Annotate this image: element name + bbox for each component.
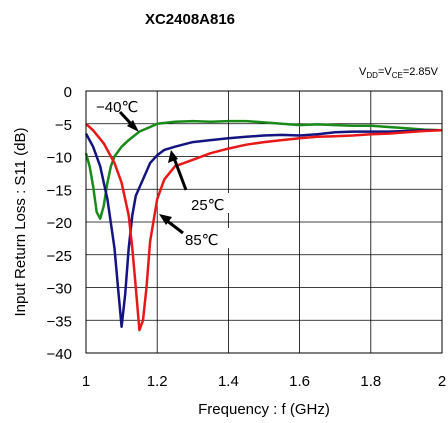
arrowhead-25 xyxy=(168,150,178,163)
x-tick-label: 1.2 xyxy=(147,373,168,390)
y-tick-label: −30 xyxy=(47,281,72,298)
arrow-85 xyxy=(165,218,184,235)
y-tick-label: −10 xyxy=(47,150,72,167)
y-tick-labels: 0 −5 −10 −15 −20 −25 −30 −35 −40 xyxy=(47,84,72,363)
arrowhead-minus40 xyxy=(127,120,139,132)
y-axis-label: Input Return Loss : S11 (dB) xyxy=(12,128,29,317)
condition-label: VDD=VCE=2.85V xyxy=(359,66,439,80)
condition-eq: =V xyxy=(378,66,392,78)
arrow-25 xyxy=(172,157,188,191)
chart-title: XC2408A816 xyxy=(145,11,235,28)
series-line-0 xyxy=(84,119,443,220)
y-tick-label: 0 xyxy=(64,84,72,101)
y-tick-label: −40 xyxy=(47,346,72,363)
annotation-minus40: −40℃ xyxy=(96,99,138,116)
x-tick-label: 1.8 xyxy=(360,373,381,390)
y-tick-label: −35 xyxy=(47,313,72,330)
x-axis-label: Frequency : f (GHz) xyxy=(198,401,330,418)
x-tick-label: 1 xyxy=(82,373,90,390)
condition-v: V xyxy=(359,66,367,78)
annotation-box-25 xyxy=(187,193,233,213)
annotation-85: 85℃ xyxy=(185,232,219,249)
annotation-box-85 xyxy=(183,228,229,248)
condition-dd: DD xyxy=(366,71,378,80)
x-tick-label: 2 xyxy=(438,373,446,390)
condition-ce: CE xyxy=(392,71,403,80)
y-tick-label: −25 xyxy=(47,248,72,265)
condition-value: =2.85V xyxy=(403,66,439,78)
x-tick-label: 1.6 xyxy=(289,373,310,390)
plot-frame xyxy=(85,90,443,354)
y-tick-label: −20 xyxy=(47,215,72,232)
y-tick-label: −5 xyxy=(55,117,72,134)
annotation-25: 25℃ xyxy=(191,197,225,214)
series-line-1 xyxy=(84,129,442,329)
series-line-2 xyxy=(85,122,443,332)
x-tick-labels: 1 1.2 1.4 1.6 1.8 2 xyxy=(82,373,446,390)
x-tick-label: 1.4 xyxy=(218,373,239,390)
series-layer xyxy=(84,119,443,332)
arrowhead-85 xyxy=(159,214,172,225)
annotation-box-minus40 xyxy=(90,95,148,119)
y-tick-label: −15 xyxy=(47,182,72,199)
